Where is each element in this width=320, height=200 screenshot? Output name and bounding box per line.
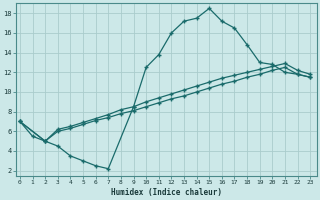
X-axis label: Humidex (Indice chaleur): Humidex (Indice chaleur) bbox=[111, 188, 222, 197]
